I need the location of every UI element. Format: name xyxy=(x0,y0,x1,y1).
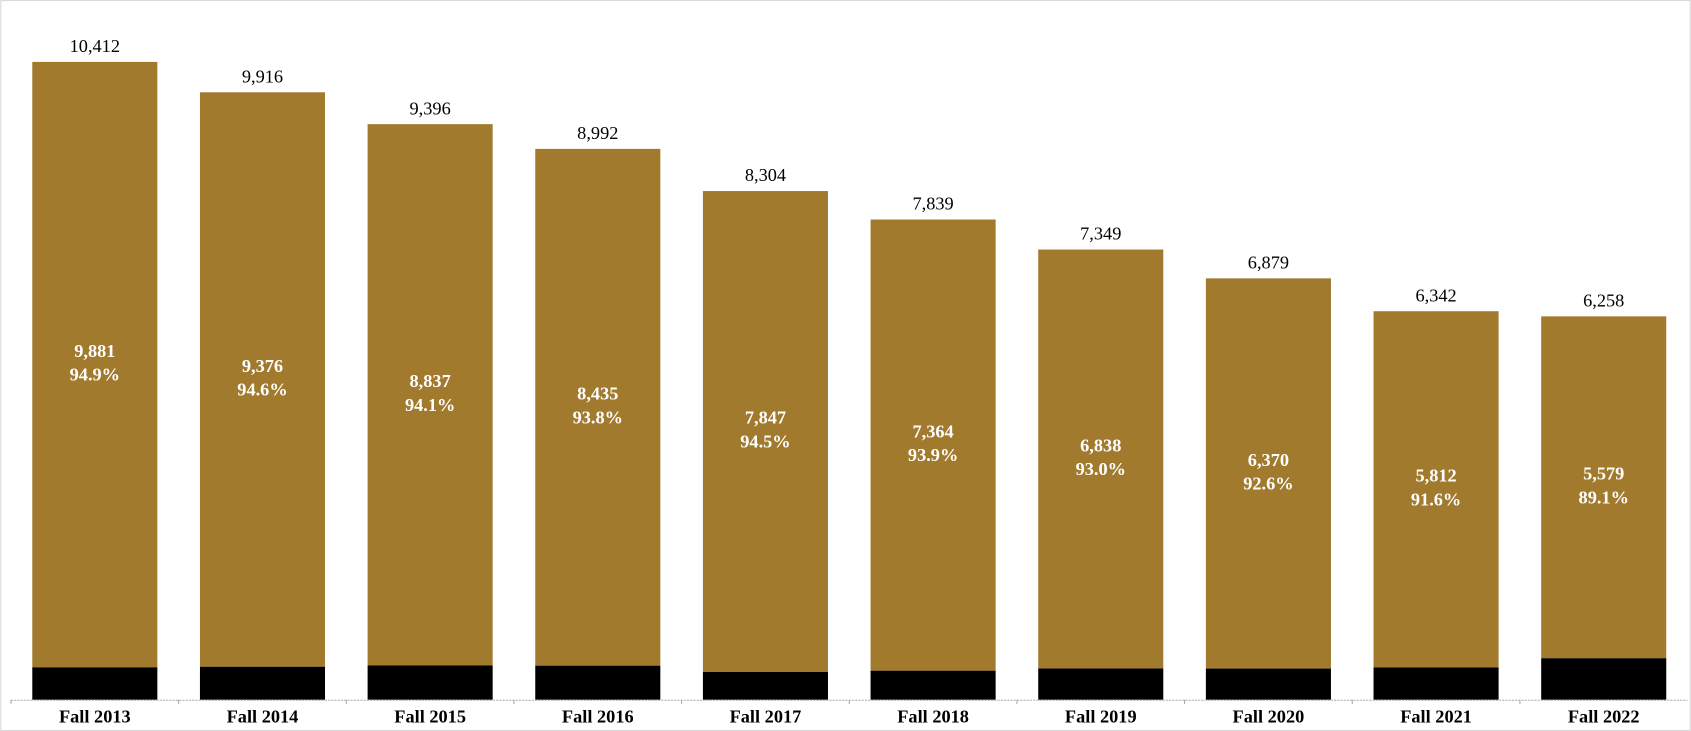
bar-segment xyxy=(1373,667,1499,700)
x-tick-label: Fall 2021 xyxy=(1400,706,1472,726)
bar-segment xyxy=(702,671,828,700)
bar-segment xyxy=(199,92,326,667)
bar-segment xyxy=(1205,278,1331,669)
x-tick-label: Fall 2022 xyxy=(1568,706,1640,726)
bar-segment xyxy=(199,666,326,700)
x-tick-label: Fall 2019 xyxy=(1065,706,1137,726)
total-label: 7,839 xyxy=(912,194,953,214)
segment-value-label: 5,812 xyxy=(1415,466,1456,486)
bar-segment xyxy=(1541,658,1667,700)
bar-segment xyxy=(32,667,158,700)
segment-value-label: 9,881 xyxy=(74,341,115,361)
segment-share-label: 94.6% xyxy=(237,380,287,400)
bar-segment xyxy=(367,124,493,666)
segment-value-label: 9,376 xyxy=(242,356,283,376)
bar-segment xyxy=(702,191,828,672)
total-label: 7,349 xyxy=(1080,224,1121,244)
segment-value-label: 7,847 xyxy=(745,408,786,428)
segment-share-label: 89.1% xyxy=(1579,487,1629,507)
segment-share-label: 94.5% xyxy=(740,431,790,451)
segment-value-label: 7,364 xyxy=(912,421,953,441)
bar-segment xyxy=(535,665,661,700)
segment-share-label: 93.8% xyxy=(573,407,623,427)
bar-segment xyxy=(535,148,661,666)
total-label: 6,258 xyxy=(1583,291,1624,311)
segment-share-label: 93.9% xyxy=(908,445,958,465)
bar-segment xyxy=(1038,668,1164,700)
bar-segment xyxy=(1541,316,1667,659)
x-tick-label: Fall 2018 xyxy=(897,706,969,726)
segment-share-label: 92.6% xyxy=(1243,474,1293,494)
total-label: 10,412 xyxy=(70,36,120,56)
segment-share-label: 93.0% xyxy=(1076,459,1126,479)
segment-value-label: 6,370 xyxy=(1248,450,1289,470)
segment-share-label: 91.6% xyxy=(1411,489,1461,509)
segment-share-label: 94.1% xyxy=(405,395,455,415)
bar-segment xyxy=(1373,311,1499,668)
bar-segment xyxy=(1038,249,1164,669)
x-tick-label: Fall 2020 xyxy=(1233,706,1305,726)
x-tick-label: Fall 2014 xyxy=(227,706,299,726)
total-label: 8,304 xyxy=(745,165,786,185)
segment-value-label: 8,837 xyxy=(410,371,451,391)
total-label: 9,396 xyxy=(410,98,451,118)
total-label: 8,992 xyxy=(577,123,618,143)
segment-value-label: 6,838 xyxy=(1080,435,1121,455)
total-label: 6,879 xyxy=(1248,253,1289,273)
x-tick-label: Fall 2016 xyxy=(562,706,634,726)
x-tick-label: Fall 2013 xyxy=(59,706,131,726)
x-tick-label: Fall 2015 xyxy=(394,706,466,726)
bar-segment xyxy=(870,219,996,671)
bar-segment xyxy=(870,670,996,700)
x-tick-label: Fall 2017 xyxy=(730,706,802,726)
bar-segment xyxy=(32,61,158,668)
bar-segment xyxy=(367,665,493,700)
total-label: 6,342 xyxy=(1415,285,1456,305)
segment-share-label: 94.9% xyxy=(70,365,120,385)
bar-segment xyxy=(1205,668,1331,700)
total-label: 9,916 xyxy=(242,66,283,86)
segment-value-label: 5,579 xyxy=(1583,464,1624,484)
segment-value-label: 8,435 xyxy=(577,384,618,404)
